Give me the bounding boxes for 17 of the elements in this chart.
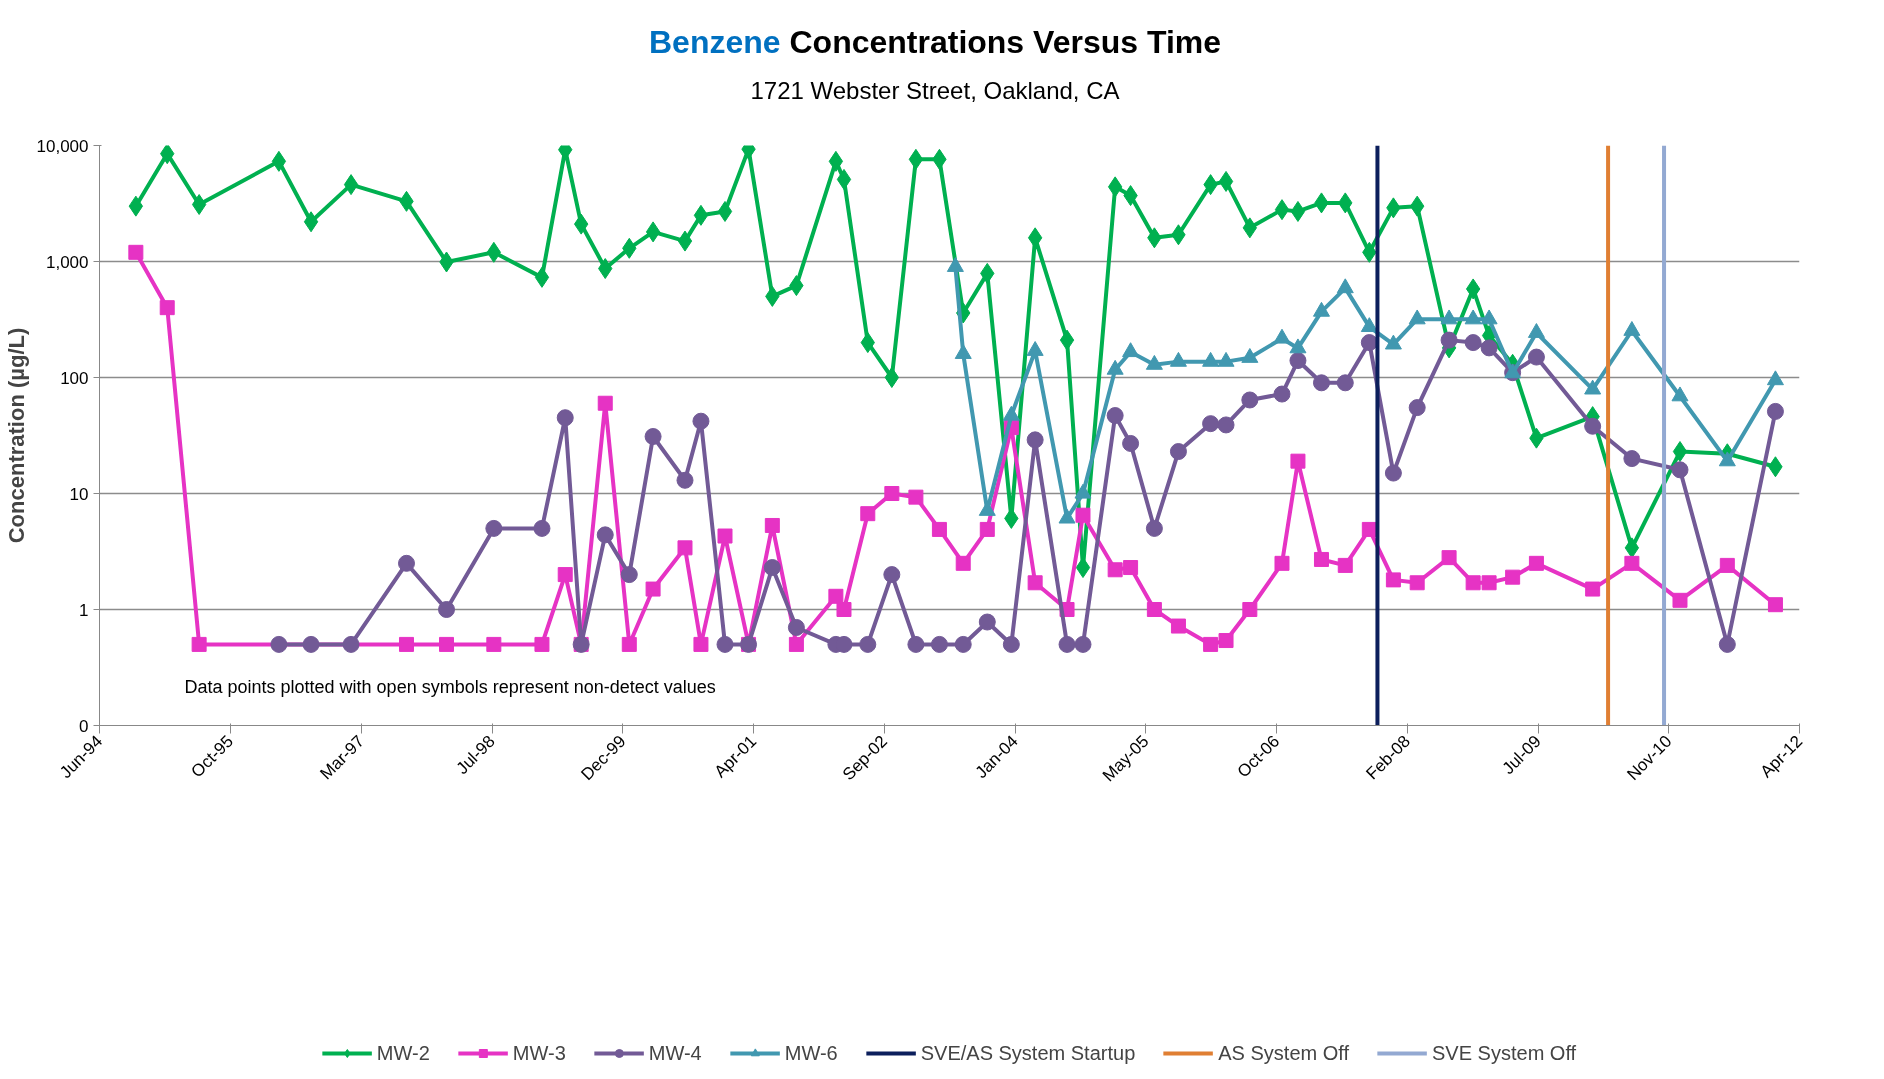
- y-tick-label: 1,000: [45, 252, 89, 272]
- y-tick-label: 10,000: [36, 136, 89, 156]
- legend-label: MW-2: [376, 1041, 430, 1065]
- legend-label: SVE System Off: [1432, 1041, 1577, 1065]
- legend-label: MW-6: [784, 1041, 838, 1065]
- y-tick-label: 1: [79, 600, 89, 620]
- y-tick-label: 100: [60, 368, 89, 388]
- legend-label: SVE/AS System Startup: [920, 1041, 1136, 1065]
- y-tick-label: 0: [79, 716, 89, 736]
- annotation: Data points plotted with open symbols represent non-detect values: [184, 676, 716, 697]
- y-tick-label: 10: [69, 484, 89, 504]
- legend-label: AS System Off: [1218, 1041, 1350, 1065]
- y-axis-title: Concentration (µg/L): [3, 327, 29, 544]
- legend-label: MW-3: [512, 1041, 566, 1065]
- chart-title: Benzene Concentrations Versus Time: [648, 23, 1222, 62]
- legend-label: MW-4: [648, 1041, 702, 1065]
- chart-subtitle: 1721 Webster Street, Oakland, CA: [749, 75, 1121, 106]
